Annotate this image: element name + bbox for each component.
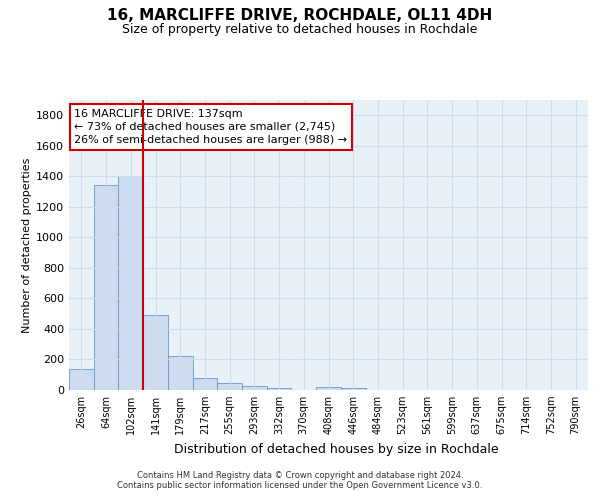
Bar (118, 176, 143, 390)
Bar (69, 370, 94, 390)
Text: 16 MARCLIFFE DRIVE: 137sqm
← 73% of detached houses are smaller (2,745)
26% of s: 16 MARCLIFFE DRIVE: 137sqm ← 73% of deta… (74, 108, 347, 145)
Bar (143, 315, 168, 390)
Bar (242, 386, 267, 390)
Text: Size of property relative to detached houses in Rochdale: Size of property relative to detached ho… (122, 22, 478, 36)
Bar (193, 378, 217, 390)
Bar (316, 387, 341, 390)
Bar (94, 186, 118, 390)
Text: 16, MARCLIFFE DRIVE, ROCHDALE, OL11 4DH: 16, MARCLIFFE DRIVE, ROCHDALE, OL11 4DH (107, 8, 493, 22)
Bar (168, 356, 193, 390)
Bar (267, 388, 292, 390)
Bar (341, 388, 365, 390)
Text: Distribution of detached houses by size in Rochdale: Distribution of detached houses by size … (173, 442, 499, 456)
Y-axis label: Number of detached properties: Number of detached properties (22, 158, 32, 332)
Bar (217, 383, 242, 390)
Text: Contains HM Land Registry data © Crown copyright and database right 2024.
Contai: Contains HM Land Registry data © Crown c… (118, 470, 482, 490)
